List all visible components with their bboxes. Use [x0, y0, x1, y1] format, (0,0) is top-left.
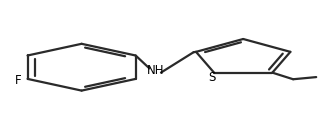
Text: F: F — [15, 74, 22, 87]
Text: NH: NH — [147, 64, 164, 77]
Text: S: S — [208, 71, 215, 84]
